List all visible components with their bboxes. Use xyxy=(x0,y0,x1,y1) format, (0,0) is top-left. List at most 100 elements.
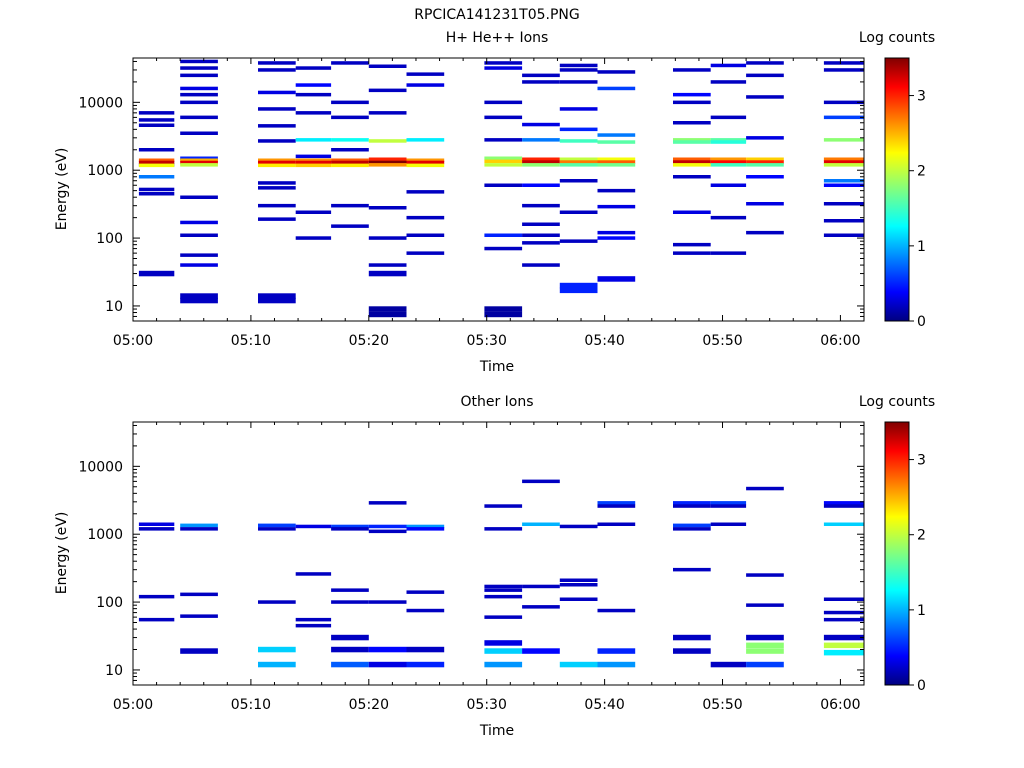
plot-frame xyxy=(132,57,865,322)
heatmap-cell xyxy=(180,160,218,165)
heatmap-cell xyxy=(559,107,598,111)
heatmap-cell xyxy=(295,617,332,622)
x-tick-label: 05:10 xyxy=(231,333,271,349)
heatmap-cell xyxy=(406,527,445,531)
heatmap-cell xyxy=(597,661,636,668)
heatmap-cell xyxy=(368,646,407,653)
heatmap-cell xyxy=(258,293,296,299)
heatmap-cell xyxy=(522,73,560,78)
heatmap-cell xyxy=(559,63,598,68)
heatmap-cell xyxy=(295,623,332,628)
heatmap-cell xyxy=(484,584,523,589)
heatmap-cell xyxy=(368,501,407,505)
heatmap-cell xyxy=(331,527,369,531)
heatmap-cell xyxy=(673,210,711,214)
heatmap-cell xyxy=(746,661,784,668)
heatmap-cell xyxy=(258,661,296,668)
heatmap-cell xyxy=(823,233,864,237)
panel-title: Other Ions xyxy=(460,394,533,410)
heatmap-cell xyxy=(331,661,369,668)
heatmap-cell xyxy=(823,138,864,142)
heatmap-cell xyxy=(673,634,711,641)
heatmap-cell xyxy=(138,527,175,531)
heatmap-cell xyxy=(746,202,784,206)
y-tick-label: 100 xyxy=(96,231,123,247)
heatmap-cell xyxy=(138,158,175,162)
heatmap-cell xyxy=(138,522,175,526)
x-axis-label: Time xyxy=(479,359,514,375)
x-tick-label: 05:30 xyxy=(467,333,507,349)
y-tick-label: 100 xyxy=(96,595,123,611)
heatmap-cell xyxy=(746,230,784,235)
heatmap-cell xyxy=(406,608,445,613)
heatmap-cell xyxy=(823,649,864,656)
heatmap-cell xyxy=(823,68,864,72)
colorbar-label: Log counts xyxy=(859,30,935,46)
heatmap-cell xyxy=(180,73,218,78)
heatmap-cell xyxy=(597,204,636,209)
panel-other-ions: Other Ions 05:00 05:10 05:20 05:30 05:40 05:5… xyxy=(54,394,935,739)
heatmap-cell xyxy=(710,80,747,84)
heatmap-cell xyxy=(559,127,598,132)
plot-frame xyxy=(132,421,865,686)
heatmap-cell xyxy=(368,64,407,68)
heatmap-cell xyxy=(295,158,332,162)
colorbar-tick-label: 1 xyxy=(917,603,926,619)
x-axis: 05:00 05:10 05:20 05:30 05:40 05:50 06:00 xyxy=(113,58,865,349)
colorbar-tick-label: 2 xyxy=(917,528,926,544)
heatmap-cell xyxy=(180,263,218,267)
heatmap-cell xyxy=(484,233,523,237)
colorbar-tick-label: 3 xyxy=(917,453,926,469)
heatmap-cell xyxy=(180,156,218,160)
heatmap-cell xyxy=(597,276,636,282)
heatmap-cell xyxy=(484,183,523,187)
heatmap-cell xyxy=(484,156,523,160)
heatmap-cell xyxy=(559,282,598,289)
x-tick-label: 05:40 xyxy=(584,697,624,713)
heatmap-cell xyxy=(295,524,332,529)
heatmap-cell xyxy=(368,163,407,167)
heatmap-cell xyxy=(331,148,369,152)
heatmap-cell xyxy=(746,175,784,179)
heatmap-cell xyxy=(823,163,864,167)
heatmap-cell xyxy=(710,522,747,526)
y-axis: 10 100 1000 10000 xyxy=(78,424,864,686)
heatmap-cell xyxy=(823,61,864,65)
heatmap-cell xyxy=(180,233,218,237)
heatmap-cell xyxy=(180,195,218,199)
heatmap-cell xyxy=(258,186,296,190)
heatmap-cell xyxy=(180,163,218,167)
heatmap-cell xyxy=(673,100,711,105)
heatmap-cell xyxy=(746,73,784,78)
heatmap-cell xyxy=(710,251,747,255)
heatmap-cell xyxy=(559,80,598,84)
heatmap-cell xyxy=(673,567,711,572)
heatmap-cell xyxy=(522,222,560,226)
heatmap-cell xyxy=(746,95,784,99)
heatmap-cell xyxy=(823,202,864,206)
heatmap-cell xyxy=(746,157,784,161)
heatmap-cell xyxy=(406,646,445,653)
heatmap-cell xyxy=(823,157,864,161)
heatmap-cell xyxy=(522,479,560,484)
heatmap-cell xyxy=(138,123,175,127)
heatmap-cell xyxy=(823,597,864,601)
heatmap-cell xyxy=(522,648,560,654)
y-axis-label: Energy (eV) xyxy=(54,148,70,231)
heatmap-cell xyxy=(138,187,175,192)
heatmap-cell xyxy=(368,600,407,604)
panel-title: H+ He++ Ions xyxy=(446,30,549,46)
heatmap-cell xyxy=(746,61,784,65)
heatmap-cell xyxy=(406,138,445,142)
y-tick-label: 10 xyxy=(105,299,123,315)
heatmap-cell xyxy=(673,160,711,164)
heatmap-cell xyxy=(710,140,747,144)
heatmap-cell xyxy=(295,163,332,168)
heatmap-cell xyxy=(258,139,296,143)
heatmap-cell xyxy=(484,311,523,318)
heatmap-cell xyxy=(522,163,560,167)
x-tick-label: 05:20 xyxy=(349,697,389,713)
heatmap-cell xyxy=(746,642,784,649)
heatmap-cell xyxy=(597,501,636,505)
heatmap-cell xyxy=(368,160,407,165)
